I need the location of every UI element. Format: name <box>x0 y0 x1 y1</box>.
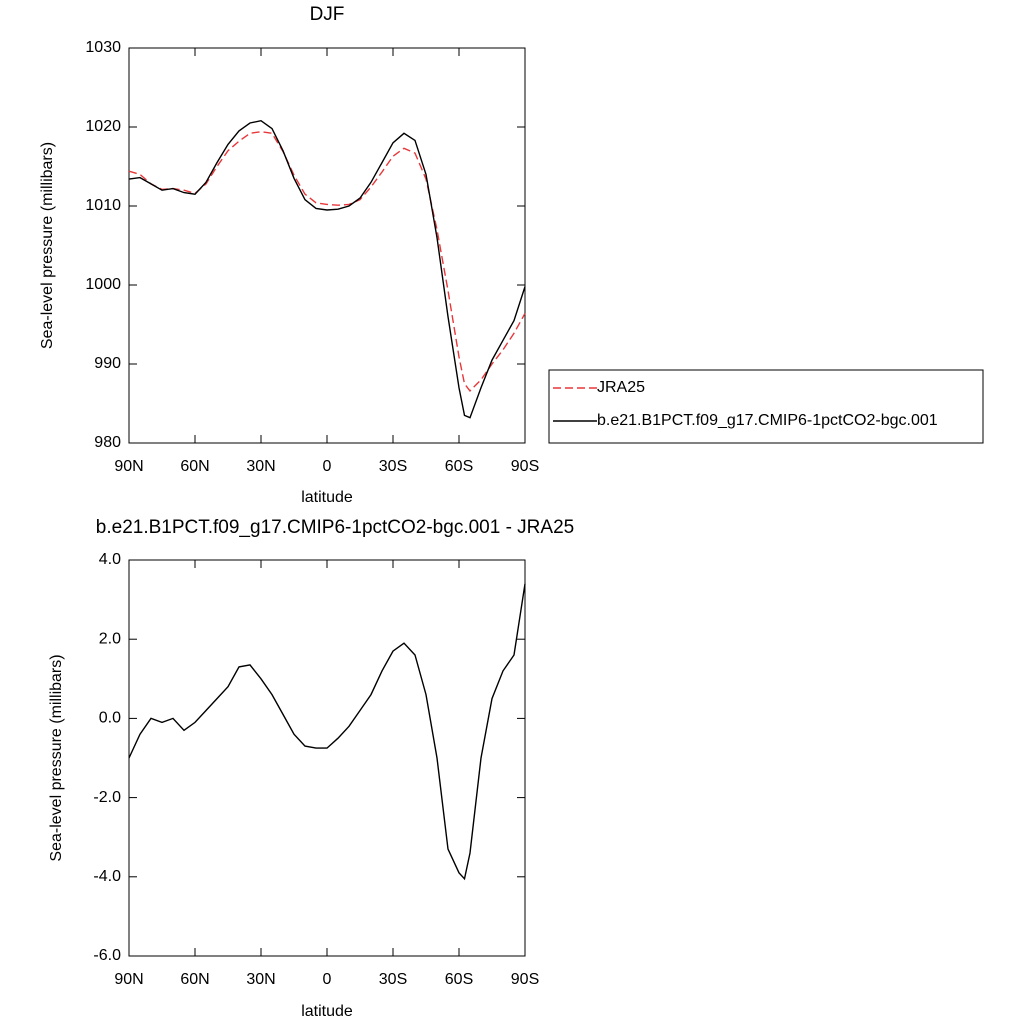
y-tick-label: 980 <box>94 434 121 451</box>
y-tick-label: -4.0 <box>93 868 121 885</box>
x-tick-label: 60S <box>445 458 473 475</box>
y-tick-label: -6.0 <box>93 947 121 964</box>
x-tick-label: 90N <box>114 971 143 988</box>
y-tick-label: 1030 <box>85 39 121 56</box>
x-tick-label: 90S <box>511 971 539 988</box>
y-tick-label: 1000 <box>85 276 121 293</box>
y-tick-label: 4.0 <box>99 551 121 568</box>
chart-title: b.e21.B1PCT.f09_g17.CMIP6-1pctCO2-bgc.00… <box>96 517 574 538</box>
y-tick-label: 990 <box>94 355 121 372</box>
legend-box <box>548 369 984 444</box>
data-line <box>128 119 526 419</box>
x-tick-label: 0 <box>323 971 332 988</box>
x-tick-label: 90S <box>511 458 539 475</box>
legend-label: b.e21.B1PCT.f09_g17.CMIP6-1pctCO2-bgc.00… <box>597 412 938 429</box>
x-tick-label: 30N <box>246 458 275 475</box>
data-line <box>128 583 526 881</box>
x-tick-label: 30N <box>246 971 275 988</box>
y-tick-label: 0.0 <box>99 710 121 727</box>
x-tick-label: 60N <box>180 458 209 475</box>
legend-label: JRA25 <box>597 379 645 396</box>
x-tick-label: 60N <box>180 971 209 988</box>
x-tick-label: 0 <box>323 458 332 475</box>
y-axis-label: Sea-level pressure (millibars) <box>48 654 65 861</box>
x-axis-label: latitude <box>301 489 353 506</box>
y-tick-label: 1010 <box>85 197 121 214</box>
x-tick-label: 30S <box>379 458 407 475</box>
chart-title: DJF <box>310 4 345 25</box>
x-tick-label: 90N <box>114 458 143 475</box>
y-axis-label: Sea-level pressure (millibars) <box>39 142 56 349</box>
y-tick-label: -2.0 <box>93 789 121 806</box>
x-axis-label: latitude <box>301 1003 353 1020</box>
x-tick-label: 30S <box>379 971 407 988</box>
y-tick-label: 2.0 <box>99 630 121 647</box>
x-tick-label: 60S <box>445 971 473 988</box>
plot-frame <box>128 47 526 444</box>
y-tick-label: 1020 <box>85 118 121 135</box>
